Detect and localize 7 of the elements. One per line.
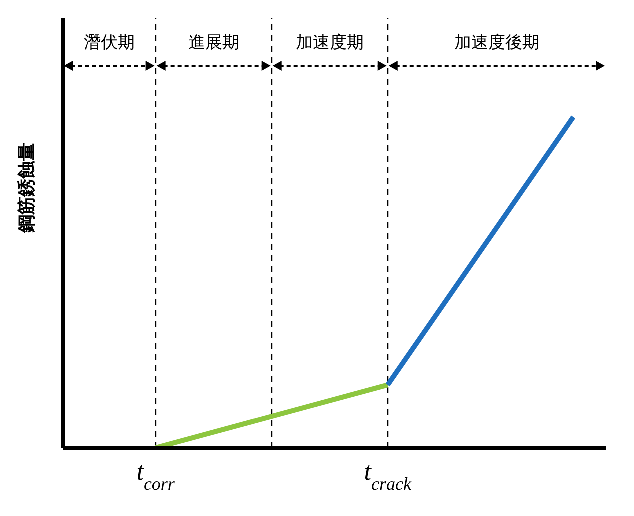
text: 加速度期 xyxy=(296,33,364,53)
text: 加速度後期 xyxy=(454,33,540,53)
y-axis-title: 鋼筋銹蝕量 xyxy=(16,143,38,234)
text: 潛伏期 xyxy=(84,33,135,53)
x-tick-label: t$_{crack}$ xyxy=(364,457,412,494)
x-tick-label: t$_{corr}$ xyxy=(136,457,176,494)
text: 進展期 xyxy=(188,33,240,53)
